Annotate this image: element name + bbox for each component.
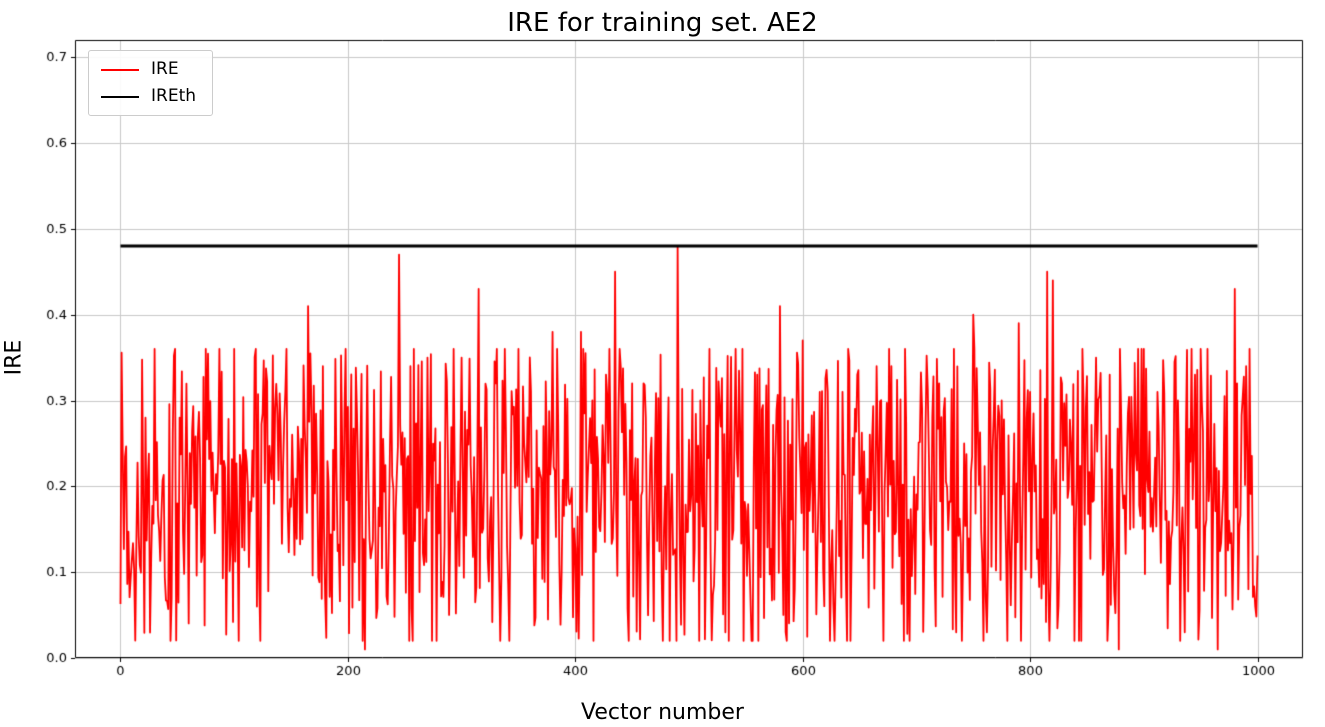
legend-line-ire	[101, 68, 139, 71]
legend-line-ireth	[101, 95, 139, 98]
y-axis-label: IRE	[1, 339, 27, 376]
x-axis-label: Vector number	[581, 700, 744, 725]
legend: IRE IREth	[88, 50, 214, 116]
legend-item-ireth: IREth	[101, 88, 196, 105]
legend-label-ire: IRE	[151, 59, 179, 79]
chart-title: IRE for training set. AE2	[507, 8, 818, 38]
legend-label-ireth: IREth	[151, 86, 197, 106]
legend-item-ire: IRE	[101, 61, 196, 78]
